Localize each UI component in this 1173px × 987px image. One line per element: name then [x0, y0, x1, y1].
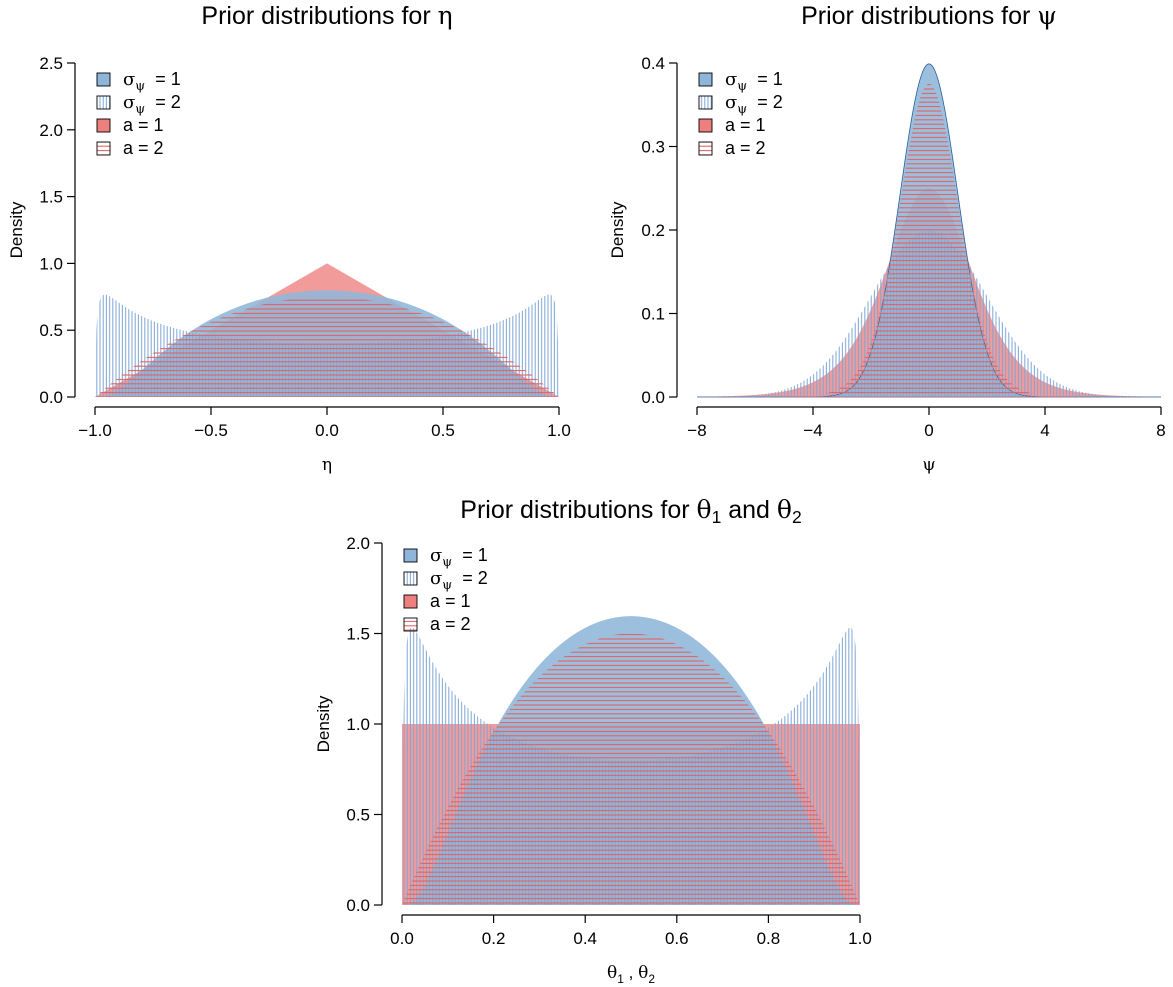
- y-tick-label: 0.5: [39, 321, 63, 340]
- legend-swatch-sigma2: [403, 571, 418, 586]
- legend: σψ = 1σψ = 2a = 1 a = 2: [403, 545, 488, 634]
- y-tick-label: 0.0: [641, 388, 665, 407]
- y-tick-label: 1.0: [39, 254, 63, 273]
- legend-label-sigma2: σψ = 2: [430, 568, 488, 592]
- chart-panel-2: Prior distributions for ψ 0.0 0.1 0.2 0.3 0.4…: [608, 1, 1166, 475]
- x-tick-label: 0.5: [431, 421, 455, 440]
- y-tick-label: 2.0: [346, 534, 370, 553]
- legend-swatch-sigma1: [698, 72, 713, 87]
- y-tick-label: 1.0: [346, 715, 370, 734]
- chart-panel-1: Prior distributions for η 0.0 0.5 1.0 1.5 2.0…: [7, 1, 571, 475]
- legend-swatch-sigma1: [96, 72, 111, 87]
- legend-swatch-a2: [403, 617, 418, 632]
- y-tick-label: 2.0: [39, 121, 63, 140]
- x-axis-label: ψ: [922, 455, 935, 475]
- x-tick-label: 0.6: [665, 929, 689, 948]
- y-tick-label: 0.2: [641, 221, 665, 240]
- x-axis-label: θ1 , θ2: [607, 963, 655, 986]
- axes: 0.0 0.1 0.2 0.3 0.4 −8 −4 0 4 8: [641, 54, 1165, 440]
- chart-panel-3: Prior distributions for θ1 and θ2 0.0 0.5 1…: [314, 495, 872, 986]
- series-a2-area: [402, 633, 860, 905]
- legend-label-a1: a = 1: [430, 591, 471, 611]
- x-tick-label: 1.0: [547, 421, 571, 440]
- x-tick-label: 1.0: [848, 929, 872, 948]
- y-tick-label: 0.0: [346, 896, 370, 915]
- axes: 0.0 0.5 1.0 1.5 2.0 2.5 −1.0 −0.5 0.0 0.5 1.0: [39, 54, 570, 440]
- y-tick-label: 1.5: [39, 188, 63, 207]
- y-tick-label: 0.4: [641, 54, 665, 73]
- x-tick-label: −8: [687, 421, 706, 440]
- legend-label-a2: a = 2: [123, 138, 164, 158]
- legend-label-a1: a = 1: [725, 115, 766, 135]
- chart-title: Prior distributions for η: [201, 1, 452, 30]
- legend-swatch-a2: [96, 141, 111, 156]
- y-axis-label: Density: [608, 201, 627, 258]
- x-axis-label: η: [322, 455, 332, 475]
- legend-label-sigma2: σψ = 2: [123, 92, 181, 116]
- x-tick-label: 0.8: [757, 929, 781, 948]
- y-axis-label: Density: [7, 201, 26, 258]
- x-tick-label: 0.0: [390, 929, 414, 948]
- x-tick-label: 0.2: [482, 929, 506, 948]
- y-tick-label: 0.1: [641, 305, 665, 324]
- x-tick-label: 0.0: [315, 421, 339, 440]
- legend-swatch-a2: [698, 141, 713, 156]
- legend-label-a1: a = 1: [123, 115, 164, 135]
- y-tick-label: 2.5: [39, 54, 63, 73]
- chart-title: Prior distributions for ψ: [801, 1, 1057, 30]
- legend-swatch-sigma1: [403, 548, 418, 563]
- legend-label-a2: a = 2: [725, 138, 766, 158]
- legend-label-sigma1: σψ = 1: [430, 545, 488, 569]
- x-tick-label: 8: [1156, 421, 1165, 440]
- y-tick-label: 0.5: [346, 806, 370, 825]
- y-tick-label: 0.0: [39, 388, 63, 407]
- legend: σψ = 1σψ = 2a = 1 a = 2: [698, 69, 783, 158]
- x-tick-label: 0.4: [573, 929, 597, 948]
- x-tick-label: −4: [803, 421, 822, 440]
- y-tick-label: 1.5: [346, 625, 370, 644]
- legend-label-sigma1: σψ = 1: [123, 69, 181, 93]
- legend: σψ = 1σψ = 2a = 1 a = 2: [96, 69, 181, 158]
- series-a2-area: [95, 296, 559, 397]
- legend-swatch-a1: [403, 594, 418, 609]
- legend-swatch-a1: [96, 118, 111, 133]
- series-a2-area: [697, 83, 1161, 397]
- legend-label-a2: a = 2: [430, 614, 471, 634]
- axes: 0.0 0.5 1.0 1.5 2.0 0.0 0.2 0.4 0.6 0.8 1.0: [346, 534, 871, 948]
- y-tick-label: 0.3: [641, 138, 665, 157]
- chart-title: Prior distributions for θ1 and θ2: [460, 495, 801, 527]
- y-axis-label: Density: [314, 695, 333, 752]
- x-tick-label: −1.0: [78, 421, 112, 440]
- x-tick-label: 4: [1040, 421, 1049, 440]
- x-tick-label: 0: [924, 421, 933, 440]
- legend-swatch-sigma2: [698, 95, 713, 110]
- legend-label-sigma2: σψ = 2: [725, 92, 783, 116]
- legend-label-sigma1: σψ = 1: [725, 69, 783, 93]
- legend-swatch-a1: [698, 118, 713, 133]
- legend-swatch-sigma2: [96, 95, 111, 110]
- x-tick-label: −0.5: [194, 421, 228, 440]
